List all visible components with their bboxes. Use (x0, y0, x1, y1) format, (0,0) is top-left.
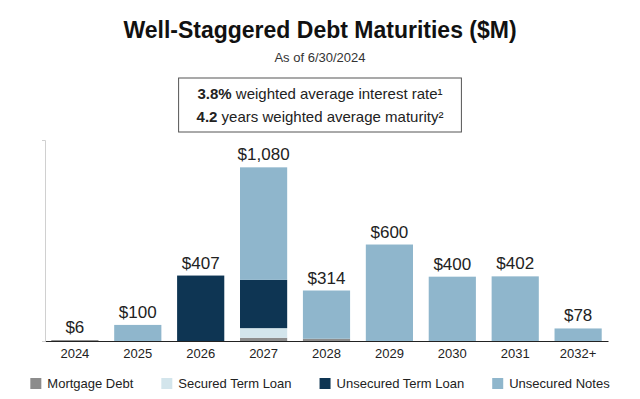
legend-item: Mortgage Debt (30, 376, 133, 391)
y-tick (42, 341, 45, 342)
bar-segment (240, 338, 287, 341)
y-tick-mark (42, 341, 45, 342)
legend-swatch (30, 378, 41, 389)
bar-segment (240, 167, 287, 280)
x-tick-label: 2030 (438, 346, 467, 361)
x-tick-label: 2029 (375, 346, 404, 361)
bar-segment (303, 339, 350, 341)
bar-segment (177, 275, 224, 276)
x-tick: 2024 (60, 341, 89, 361)
x-tick-label: 2032+ (560, 346, 597, 361)
x-axis-line (46, 341, 609, 342)
legend-item: Secured Term Loan (161, 376, 291, 391)
x-tick-label: 2028 (312, 346, 341, 361)
bar-segment (240, 328, 287, 338)
x-tick: 2032+ (560, 341, 597, 361)
title: Well-Staggered Debt Maturities ($M) (123, 17, 516, 43)
x-tick-label: 2025 (123, 346, 152, 361)
legend-label: Secured Term Loan (178, 376, 291, 391)
total-label: $100 (119, 303, 157, 322)
x-tick: 2030 (438, 341, 467, 361)
bar-segment (429, 277, 476, 341)
x-tick: 2027 (249, 341, 278, 361)
total-label: $1,080 (238, 145, 290, 164)
total-label: $600 (370, 223, 408, 242)
bar-segment (303, 291, 350, 339)
x-tick-label: 2031 (501, 346, 530, 361)
total-label: $314 (308, 269, 346, 288)
annotation: 4.2 years weighted average maturity² (197, 108, 444, 125)
bar-segment (366, 245, 413, 341)
bar-segment (177, 276, 224, 341)
bar-segment (555, 328, 602, 341)
annotation: 3.8% weighted average interest rate¹ (197, 85, 442, 102)
chart-root: Well-Staggered Debt Maturities ($M) As of… (0, 0, 640, 399)
x-tick-label: 2026 (186, 346, 215, 361)
bars (51, 167, 601, 341)
bar-segment (240, 280, 287, 328)
annotation-box: 3.8% weighted average interest rate¹ 4.2 … (179, 78, 462, 132)
legend-swatch (492, 378, 503, 389)
bar-segment (492, 276, 539, 341)
total-label: $6 (65, 318, 84, 337)
legend-item: Unsecured Notes (492, 376, 610, 391)
total-label: $400 (433, 255, 471, 274)
bar-segment (51, 340, 98, 341)
bar-segment (51, 340, 98, 341)
x-tick: 2029 (375, 341, 404, 361)
x-tick: 2025 (123, 341, 152, 361)
x-axis: 2024 2025 2026 2027 2028 2029 2030 2031 2032+ (46, 341, 609, 361)
legend-item: Unsecured Term Loan (320, 376, 465, 391)
legend-label: Unsecured Notes (509, 376, 610, 391)
y-axis-line (42, 141, 46, 342)
legend-swatch (161, 378, 172, 389)
legend-label: Unsecured Term Loan (337, 376, 465, 391)
bar-segment (51, 340, 98, 341)
x-tick: 2031 (501, 341, 530, 361)
total-label: $78 (564, 306, 592, 325)
bar-segment (114, 325, 161, 341)
legend-label: Mortgage Debt (47, 376, 133, 391)
x-tick: 2026 (186, 341, 215, 361)
x-tick: 2028 (312, 341, 341, 361)
total-label: $407 (182, 254, 220, 273)
legend-swatch (320, 378, 331, 389)
x-tick-label: 2027 (249, 346, 278, 361)
subtitle: As of 6/30/2024 (274, 50, 365, 65)
bar-segment (51, 340, 98, 341)
x-tick-label: 2024 (60, 346, 89, 361)
annotation-frame (179, 78, 462, 132)
total-label: $402 (496, 254, 534, 273)
y-axis (42, 141, 46, 342)
legend: Mortgage Debt Secured Term Loan Unsecured … (30, 376, 610, 391)
